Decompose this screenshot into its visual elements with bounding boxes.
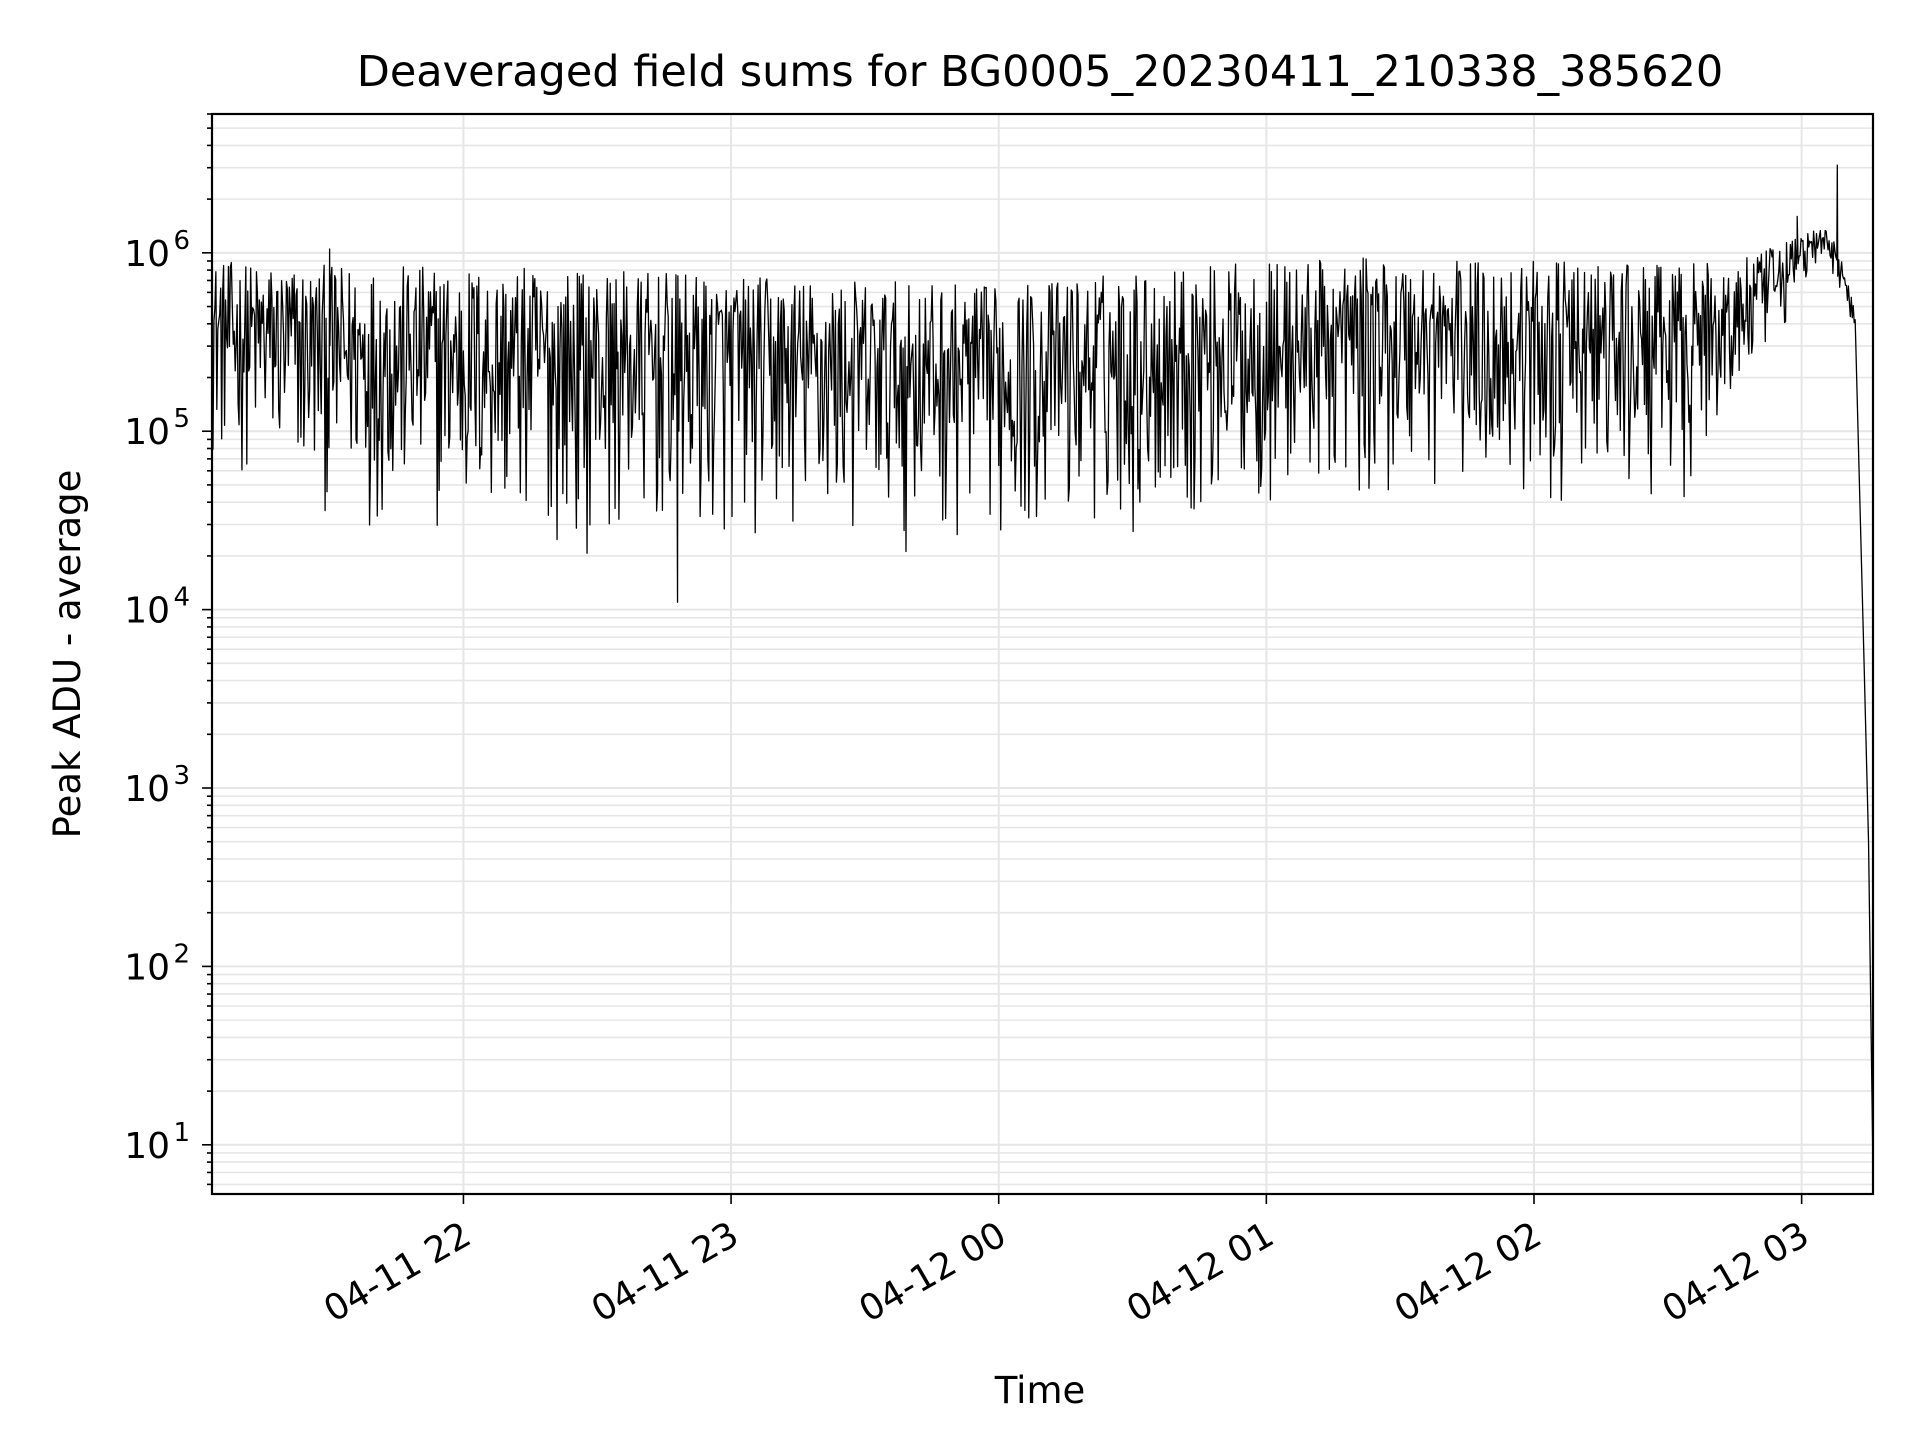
- x-axis-label: Time: [994, 1369, 1086, 1412]
- series-path: [211, 164, 1874, 1173]
- y-tick-exponent: 3: [173, 761, 190, 791]
- y-tick-base: 10: [124, 591, 170, 632]
- y-tick-label: 10: [124, 234, 170, 275]
- y-tick-label: 10: [124, 412, 170, 453]
- y-tick-exponent: 5: [173, 404, 190, 434]
- series-line: [211, 164, 1874, 1173]
- plot-frame: [210, 112, 1875, 1196]
- gridlines: [212, 113, 1873, 1194]
- y-tick-label: 10: [124, 769, 170, 810]
- y-tick-exponent: 1: [173, 1118, 190, 1148]
- y-axis-label: Peak ADU - average: [46, 470, 89, 839]
- y-tick-exponent: 4: [173, 583, 190, 613]
- y-tick-label: 10: [124, 1126, 170, 1167]
- y-tick-base: 10: [124, 234, 170, 275]
- y-tick-label: 10: [124, 947, 170, 988]
- y-tick-base: 10: [124, 769, 170, 810]
- y-tick-label: 10: [124, 591, 170, 632]
- chart-title: Deaveraged field sums for BG0005_2023041…: [357, 47, 1724, 97]
- y-tick-exponent: 2: [173, 939, 190, 969]
- y-tick-base: 10: [124, 1126, 170, 1167]
- y-tick-exponent: 6: [173, 226, 190, 256]
- y-tick-base: 10: [124, 947, 170, 988]
- y-tick-base: 10: [124, 412, 170, 453]
